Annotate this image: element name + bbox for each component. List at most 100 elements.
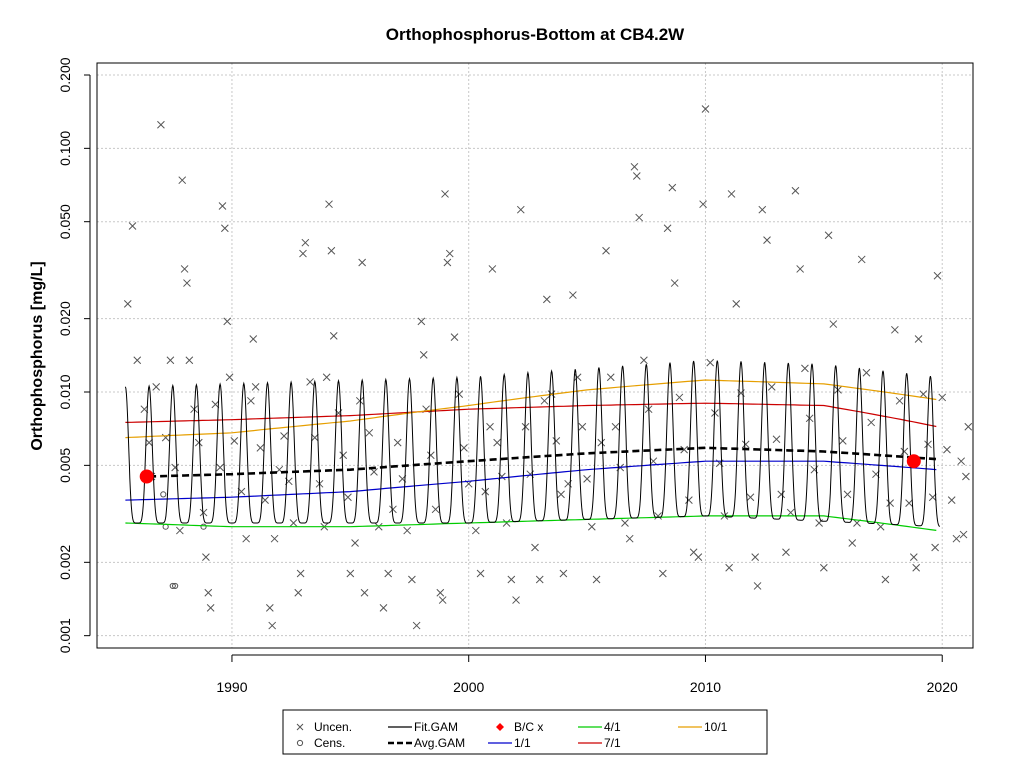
uncensored-point	[573, 373, 582, 382]
uncensored-point	[663, 224, 672, 233]
bc-point	[139, 469, 154, 484]
uncensored-point	[848, 539, 857, 547]
uncensored-point	[767, 382, 776, 391]
uncensored-point	[658, 569, 667, 578]
chart-title: Orthophosphorus-Bottom at CB4.2W	[386, 25, 685, 44]
uncensored-point	[597, 438, 606, 447]
uncensored-point	[408, 575, 416, 584]
x-tick-label: 2000	[453, 679, 484, 695]
uncensored-point	[952, 534, 961, 543]
uncensored-point	[176, 526, 184, 535]
uncensored-point	[512, 596, 520, 604]
legend-label: 4/1	[604, 720, 621, 734]
uncensored-point	[632, 172, 641, 180]
y-tick-label: 0.050	[57, 204, 73, 239]
uncensored-point	[157, 120, 165, 129]
uncensored-point	[640, 356, 648, 365]
legend-item: B/C x	[496, 720, 543, 734]
uncensored-point	[782, 548, 790, 557]
legend-item: Fit.GAM	[388, 720, 458, 734]
uncensored-point	[417, 317, 426, 326]
uncensored-point	[758, 205, 767, 214]
series-line-fit-gam	[124, 360, 941, 527]
uncensored-point	[202, 553, 210, 562]
uncensored-point	[327, 246, 336, 255]
uncensored-point	[211, 400, 220, 409]
uncensored-point	[204, 588, 213, 597]
uncensored-point	[531, 543, 539, 552]
uncensored-point	[419, 351, 428, 359]
y-axis: 0.001 0.002 0.005 0.010 0.020 0.050 0.100 0.200	[57, 57, 91, 653]
uncensored-point	[384, 569, 393, 578]
uncensored-point	[796, 265, 805, 273]
uncensored-point	[374, 522, 383, 531]
uncensored-point	[178, 176, 187, 185]
legend-marker	[296, 739, 304, 747]
uncensored-point	[521, 422, 530, 431]
uncensored-point	[914, 335, 923, 343]
uncensored-point	[306, 378, 314, 386]
uncensored-point	[355, 396, 364, 405]
legend-item: Cens.	[296, 736, 345, 750]
uncensored-point	[540, 396, 549, 405]
uncensored-point	[445, 249, 454, 258]
uncensored-point	[583, 475, 591, 483]
legend-item: Avg.GAM	[388, 736, 465, 750]
uncensored-point	[727, 190, 736, 198]
uncensored-point	[329, 331, 338, 340]
series-layer	[123, 105, 973, 630]
uncensored-point	[199, 508, 208, 517]
uncensored-point	[310, 433, 319, 442]
uncensored-point	[379, 604, 388, 612]
uncensored-point	[587, 522, 596, 531]
uncensored-point	[431, 505, 440, 514]
series-line-1-1	[125, 460, 937, 501]
uncensored-point	[905, 499, 913, 507]
uncensored-point	[706, 358, 715, 367]
uncensored-point	[957, 457, 966, 466]
uncensored-point	[824, 231, 833, 240]
legend-item: Uncen.	[296, 720, 352, 734]
series-line-4-1	[125, 515, 937, 531]
series-line-7-1	[125, 402, 937, 428]
x-tick-label: 2010	[690, 679, 721, 695]
legend-label: Avg.GAM	[414, 736, 465, 750]
uncensored-point	[412, 621, 421, 630]
uncensored-point	[358, 258, 367, 267]
y-tick-label: 0.020	[57, 301, 73, 336]
uncensored-point	[270, 534, 279, 543]
uncensored-point	[654, 512, 662, 520]
legend-box	[282, 709, 768, 755]
uncensored-point	[242, 534, 251, 543]
legend-item: 10/1	[678, 720, 728, 734]
uncensored-point	[786, 508, 795, 517]
legend-item: 4/1	[578, 720, 621, 734]
uncensored-point	[325, 200, 333, 209]
uncensored-point	[829, 320, 838, 328]
uncensored-point	[569, 291, 577, 299]
uncensored-point	[838, 437, 847, 445]
uncensored-point	[725, 563, 733, 572]
uncensored-point	[339, 451, 348, 460]
uncensored-point	[857, 255, 866, 264]
uncensored-point	[552, 437, 561, 445]
uncensored-point	[256, 443, 265, 452]
y-tick-label: 0.001	[57, 618, 73, 653]
uncensored-point	[441, 190, 449, 198]
uncensored-point	[741, 440, 750, 449]
censored-point	[200, 523, 207, 530]
uncensored-point	[426, 451, 435, 460]
uncensored-point	[694, 553, 703, 562]
uncensored-point	[294, 588, 303, 597]
uncensored-point	[962, 472, 970, 481]
y-tick-label: 0.002	[57, 545, 73, 580]
uncensored-point	[460, 443, 468, 452]
uncensored-point	[867, 418, 876, 427]
uncensored-point	[183, 279, 191, 287]
uncensored-point	[602, 246, 610, 255]
uncensored-point	[670, 279, 679, 287]
uncensored-point	[220, 224, 229, 233]
uncensored-point	[268, 621, 277, 630]
uncensored-point	[249, 335, 258, 343]
legend-label: B/C x	[514, 720, 543, 734]
